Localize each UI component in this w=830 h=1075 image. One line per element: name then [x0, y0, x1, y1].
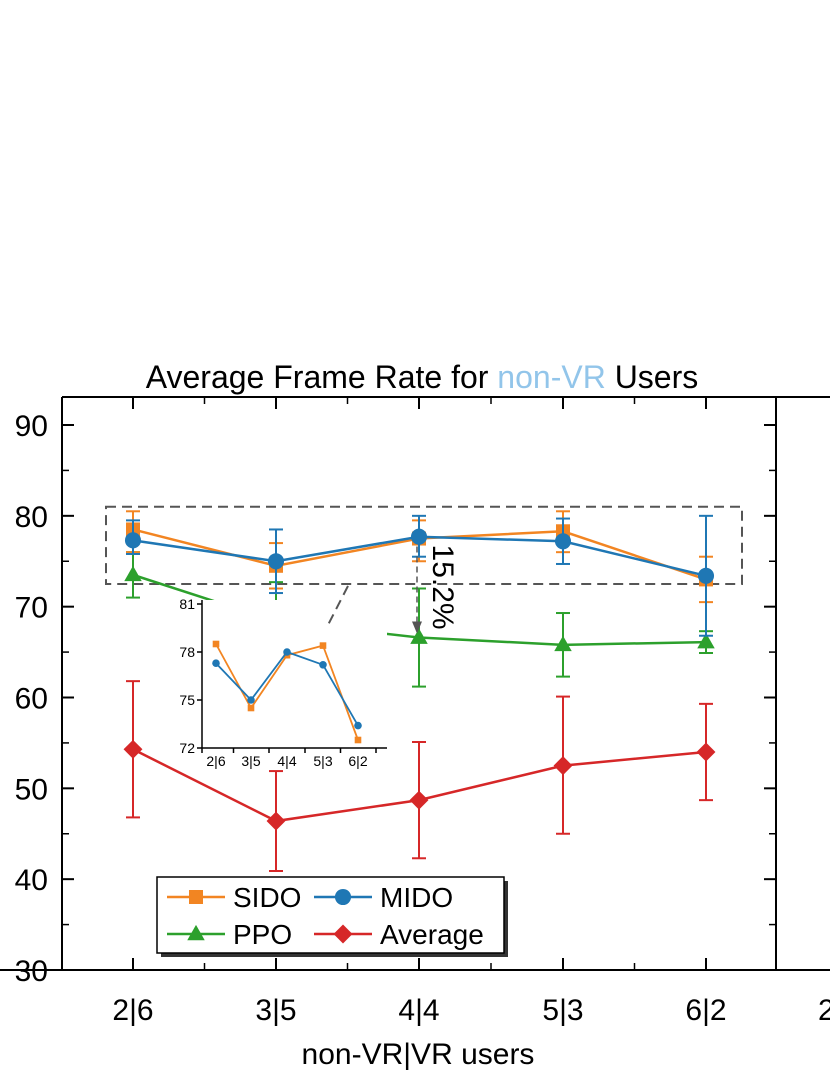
y-axis: 30 40 50 60 70 80 90 — [15, 410, 776, 988]
data-point — [124, 532, 142, 549]
data-point — [266, 811, 286, 831]
inset-data-point — [212, 640, 220, 648]
right-panel-tick-label: 2 — [818, 994, 830, 1027]
legend-swatch-marker — [187, 924, 205, 941]
legend-label: Average — [380, 919, 484, 950]
legend-label: SIDO — [233, 882, 301, 913]
y-tick-label: 80 — [15, 501, 48, 534]
x-tick-label: 6|2 — [685, 994, 726, 1027]
annotation-layer: 15.2% — [412, 545, 459, 634]
inset-y-tick-label: 78 — [179, 644, 195, 660]
legend-swatch-marker — [189, 890, 203, 904]
x-axis: 2|6 3|5 4|4 5|3 6|2 — [112, 397, 727, 1027]
x-tick-label: 3|5 — [255, 994, 296, 1027]
legend-label: MIDO — [380, 882, 453, 913]
inset-data-point — [319, 661, 327, 669]
data-point — [409, 790, 429, 810]
y-tick-label: 50 — [15, 773, 48, 806]
annotation-arrowhead — [412, 621, 422, 634]
legend-swatch-marker — [334, 888, 352, 906]
legend-label: PPO — [233, 919, 292, 950]
inset-data-point — [247, 696, 255, 704]
plot-frame — [0, 396, 830, 971]
y-tick-label: 90 — [15, 410, 48, 443]
annotation-text: 15.2% — [426, 545, 459, 630]
inset-x-tick-label: 3|5 — [241, 753, 260, 769]
data-point — [553, 756, 573, 776]
inset-x-tick-label: 5|3 — [313, 753, 332, 769]
data-point — [697, 567, 715, 584]
inset-y-tick-label: 81 — [179, 596, 195, 612]
inset-y-tick-label: 75 — [179, 692, 195, 708]
data-point — [124, 565, 142, 582]
inset-y-tick-label: 72 — [179, 740, 195, 756]
legend-item-ppo: PPO — [167, 919, 292, 950]
chart-title-prefix: Average Frame Rate for — [146, 359, 498, 395]
inset-x-tick-label: 4|4 — [277, 753, 296, 769]
inset-x-tick-label: 6|2 — [348, 753, 367, 769]
series-average — [123, 680, 716, 872]
data-point — [554, 533, 572, 550]
inset-data-point — [319, 642, 327, 649]
data-point — [410, 528, 428, 545]
chart-title-highlight: non-VR — [497, 359, 606, 395]
y-tick-label: 70 — [15, 592, 48, 625]
legend-swatch-marker — [333, 924, 353, 944]
legend-item-average: Average — [314, 919, 484, 950]
legend-item-mido: MIDO — [314, 882, 453, 913]
data-point — [554, 635, 572, 652]
highlight-box — [105, 505, 743, 585]
inset-connector — [327, 585, 349, 626]
x-tick-label: 5|3 — [542, 994, 583, 1027]
inset-data-point — [212, 659, 220, 667]
inset-x-tick-label: 2|6 — [206, 753, 225, 769]
x-tick-label: 4|4 — [398, 994, 439, 1027]
y-tick-label: 60 — [15, 683, 48, 716]
series-mido — [124, 514, 715, 637]
chart-title: Average Frame Rate for non-VR Users — [146, 359, 699, 395]
inset-data-point — [354, 736, 362, 744]
data-point — [410, 628, 428, 644]
inset-chart: 72 75 78 81 2|6 3|5 4|4 5|3 6|2 — [179, 585, 387, 769]
inset-series-mido — [212, 648, 362, 730]
x-tick-label: 2|6 — [112, 994, 153, 1027]
legend-box — [156, 876, 505, 954]
y-tick-label: 30 — [15, 955, 48, 988]
data-point — [697, 632, 715, 649]
chart-title-suffix: Users — [606, 359, 698, 395]
data-point — [123, 739, 143, 759]
inset-data-point — [247, 704, 255, 712]
y-tick-label: 40 — [15, 864, 48, 897]
inset-data-point — [354, 721, 362, 730]
inset-data-point — [283, 648, 291, 656]
legend: SIDO MIDO PPO Average — [156, 876, 508, 957]
x-axis-label: non-VR|VR users — [302, 1038, 535, 1071]
data-point — [267, 553, 285, 570]
legend-item-sido: SIDO — [167, 882, 301, 913]
data-point — [696, 742, 716, 762]
